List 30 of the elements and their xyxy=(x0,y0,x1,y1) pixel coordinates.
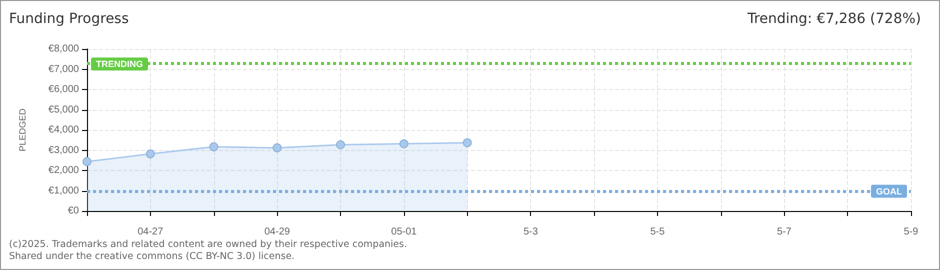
x-tick-label: 05-01 xyxy=(391,226,418,238)
x-tick-label: 5-7 xyxy=(777,226,792,238)
point xyxy=(272,143,282,152)
point xyxy=(462,138,472,148)
point xyxy=(399,139,408,148)
chart-title: Funding Progress xyxy=(9,11,129,27)
text: Shared under the creative commons (CC BY-NC 3.0) license. xyxy=(9,251,296,263)
y-axis-title: PLEDGED xyxy=(18,108,28,152)
y-tick-label: €2,000 xyxy=(48,165,80,176)
x-tick-label: 04-27 xyxy=(138,226,164,238)
y-tick-label: €4,000 xyxy=(48,124,80,136)
x-tick-label: 5-3 xyxy=(523,226,538,238)
y-tick-label: €5,000 xyxy=(48,104,80,116)
x-tick-label: 04-29 xyxy=(264,226,290,238)
y-tick-label: €0 xyxy=(68,206,80,216)
point xyxy=(336,140,346,150)
x-tick-label: 5-9 xyxy=(904,226,919,238)
point xyxy=(82,157,92,166)
ref-line-label: TRENDING xyxy=(96,58,143,69)
y-tick-label: €6,000 xyxy=(48,84,80,95)
y-tick-label: €7,000 xyxy=(48,64,80,75)
text: (c)2025. Trademarks and related content are owned by their respective companies. xyxy=(9,239,407,251)
ref-line-label: GOAL xyxy=(876,186,902,196)
y-tick-label: €3,000 xyxy=(48,144,80,156)
point xyxy=(146,149,155,158)
y-tick-label: €1,000 xyxy=(48,185,80,196)
chart-subtitle: Trending: €7,286 (728%) xyxy=(747,11,921,27)
x-tick-label: 5-5 xyxy=(650,226,666,238)
point xyxy=(209,142,218,152)
y-tick-label: €8,000 xyxy=(48,44,80,54)
